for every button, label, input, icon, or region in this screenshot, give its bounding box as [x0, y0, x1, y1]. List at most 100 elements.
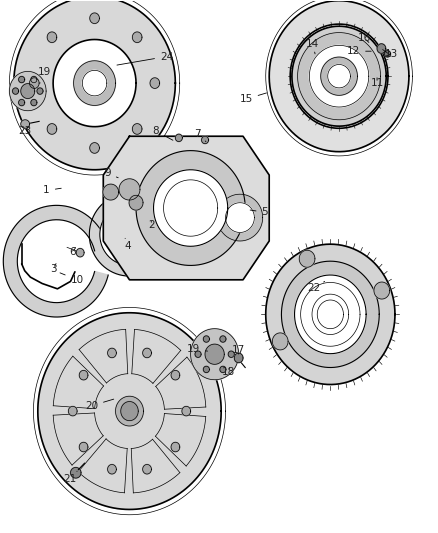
Text: 1: 1 — [43, 185, 61, 196]
Polygon shape — [103, 136, 269, 280]
Polygon shape — [163, 180, 218, 236]
Polygon shape — [226, 203, 254, 232]
Polygon shape — [21, 84, 35, 99]
Text: 8: 8 — [152, 126, 173, 140]
Polygon shape — [269, 1, 409, 152]
Polygon shape — [297, 33, 381, 120]
Polygon shape — [129, 195, 143, 210]
Polygon shape — [79, 442, 88, 452]
Polygon shape — [203, 336, 209, 342]
Polygon shape — [234, 353, 243, 363]
Polygon shape — [300, 282, 360, 346]
Polygon shape — [10, 71, 46, 111]
Polygon shape — [119, 179, 140, 200]
Polygon shape — [117, 398, 142, 424]
Text: 11: 11 — [371, 78, 384, 88]
Polygon shape — [228, 351, 234, 358]
Polygon shape — [309, 45, 369, 107]
Polygon shape — [47, 124, 57, 134]
Text: 20: 20 — [85, 399, 114, 411]
Polygon shape — [31, 76, 37, 83]
Polygon shape — [171, 442, 180, 452]
Polygon shape — [195, 351, 201, 358]
Polygon shape — [290, 24, 388, 128]
Text: 18: 18 — [222, 367, 235, 377]
Polygon shape — [82, 70, 107, 96]
Text: 7: 7 — [194, 128, 206, 142]
Polygon shape — [182, 406, 191, 416]
Text: 17: 17 — [232, 345, 245, 356]
Polygon shape — [317, 300, 343, 329]
Polygon shape — [14, 0, 175, 169]
Polygon shape — [171, 370, 180, 380]
Polygon shape — [205, 344, 224, 365]
Polygon shape — [71, 467, 81, 478]
Text: 16: 16 — [357, 33, 371, 43]
Text: 9: 9 — [104, 168, 118, 179]
Polygon shape — [108, 464, 117, 474]
Polygon shape — [292, 26, 386, 126]
Polygon shape — [201, 136, 208, 144]
Polygon shape — [220, 366, 226, 373]
Text: 5: 5 — [250, 207, 268, 217]
Polygon shape — [89, 193, 170, 276]
Text: 14: 14 — [306, 39, 319, 54]
Polygon shape — [21, 120, 29, 128]
Polygon shape — [18, 76, 25, 83]
Polygon shape — [108, 348, 117, 358]
Polygon shape — [18, 99, 25, 106]
Polygon shape — [103, 184, 119, 200]
Polygon shape — [4, 205, 108, 317]
Polygon shape — [13, 88, 18, 94]
Text: 10: 10 — [60, 273, 84, 285]
Polygon shape — [217, 194, 263, 241]
Polygon shape — [282, 261, 379, 368]
Polygon shape — [100, 204, 159, 265]
Text: 2: 2 — [148, 220, 155, 230]
Polygon shape — [266, 244, 395, 384]
Polygon shape — [74, 61, 116, 106]
Polygon shape — [143, 348, 152, 358]
Polygon shape — [377, 44, 386, 53]
Text: 15: 15 — [240, 93, 267, 104]
Polygon shape — [90, 143, 99, 154]
Polygon shape — [31, 99, 37, 106]
Polygon shape — [121, 401, 138, 421]
Polygon shape — [294, 275, 366, 354]
Polygon shape — [132, 124, 142, 134]
Polygon shape — [38, 313, 221, 510]
Polygon shape — [29, 78, 39, 88]
Polygon shape — [53, 39, 136, 127]
Polygon shape — [299, 251, 315, 267]
Polygon shape — [328, 64, 350, 88]
Polygon shape — [79, 370, 88, 380]
Polygon shape — [385, 51, 391, 57]
Polygon shape — [47, 32, 57, 43]
Polygon shape — [143, 464, 152, 474]
Polygon shape — [272, 333, 288, 350]
Polygon shape — [220, 336, 226, 342]
Polygon shape — [37, 88, 43, 94]
Text: 4: 4 — [125, 238, 131, 251]
Polygon shape — [68, 406, 77, 416]
Polygon shape — [191, 329, 239, 379]
Text: 19: 19 — [38, 68, 51, 83]
Text: 21: 21 — [63, 471, 77, 484]
Text: 3: 3 — [50, 264, 57, 273]
Polygon shape — [132, 32, 142, 43]
Text: 23: 23 — [18, 126, 32, 136]
Text: 12: 12 — [347, 46, 371, 56]
Polygon shape — [374, 282, 390, 299]
Polygon shape — [76, 248, 84, 257]
Text: 13: 13 — [385, 49, 398, 59]
Text: 19: 19 — [187, 344, 208, 354]
Polygon shape — [175, 134, 182, 142]
Polygon shape — [143, 219, 157, 233]
Polygon shape — [321, 57, 357, 95]
Text: 22: 22 — [307, 281, 325, 293]
Polygon shape — [203, 366, 209, 373]
Polygon shape — [153, 169, 228, 246]
Polygon shape — [116, 396, 144, 426]
Text: 24: 24 — [117, 52, 173, 65]
Polygon shape — [150, 78, 159, 88]
